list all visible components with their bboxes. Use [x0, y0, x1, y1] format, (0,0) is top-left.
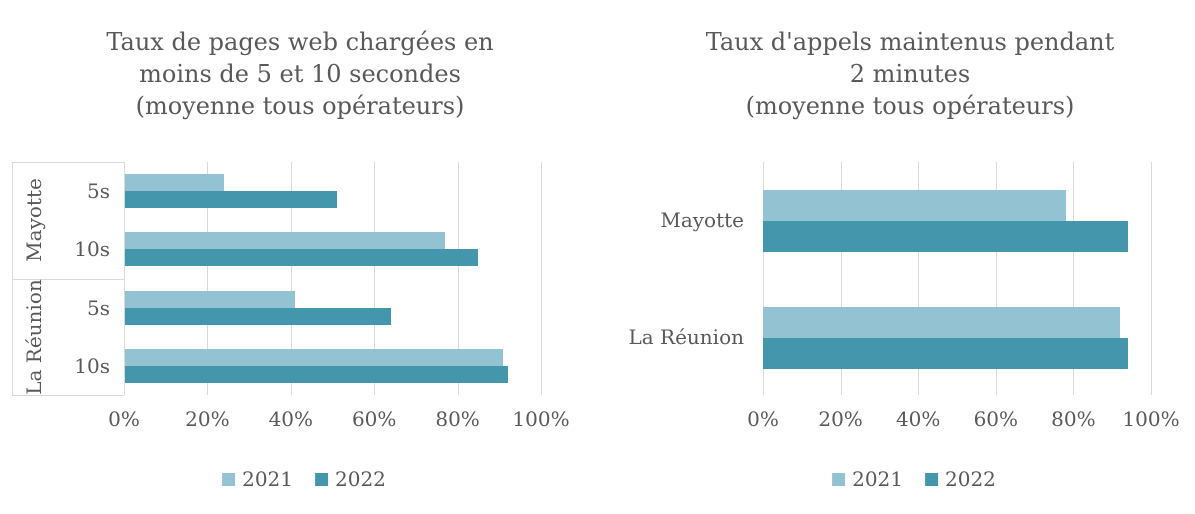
- gridline: [763, 162, 764, 395]
- sub-category-label: 5s: [87, 295, 110, 320]
- bar-2022-mayotte-10s: [124, 249, 479, 267]
- right-chart-title-line2: 2 minutes: [849, 60, 971, 88]
- legend-label-2022: 2022: [335, 467, 386, 491]
- legend-swatch-2022: [315, 472, 328, 486]
- sub-category-label: 5s: [87, 179, 110, 204]
- bar-2021-la-réunion-5s: [124, 290, 295, 308]
- bar-2021-mayotte-10s: [124, 232, 446, 250]
- gridline: [918, 162, 920, 395]
- category-axis-border: [12, 395, 124, 396]
- left-chart-title: Taux de pages web chargées en moins de 5…: [20, 26, 580, 122]
- x-tick-label: 0%: [108, 407, 140, 431]
- right-chart-title-line1: Taux d'appels maintenus pendant: [705, 28, 1115, 56]
- right-chart-title: Taux d'appels maintenus pendant 2 minute…: [630, 26, 1190, 122]
- legend-item-2021: 2021: [832, 467, 903, 491]
- x-tick-label: 60%: [973, 407, 1019, 431]
- x-tick-label: 100%: [512, 407, 570, 431]
- legend: 2021 2022: [222, 467, 386, 491]
- legend: 2021 2022: [832, 467, 996, 491]
- x-tick-label: 20%: [185, 407, 230, 431]
- x-tick-label: 40%: [895, 407, 941, 431]
- bar-2022-la-réunion-5s: [124, 307, 391, 325]
- sub-category-label: 10s: [74, 237, 110, 262]
- bar-2022-la-réunion-10s: [124, 365, 508, 383]
- legend-item-2022: 2022: [925, 467, 996, 491]
- legend-swatch-2022: [925, 472, 938, 486]
- right-chart-title-line3: (moyenne tous opérateurs): [745, 92, 1075, 120]
- legend-item-2021: 2021: [222, 467, 293, 491]
- x-tick-label: 20%: [818, 407, 863, 431]
- x-tick-label: 80%: [435, 407, 480, 431]
- category-axis-border: [12, 162, 124, 163]
- x-tick-label: 80%: [1051, 407, 1096, 431]
- gridline: [840, 162, 842, 395]
- category-label-mayotte: Mayotte: [660, 208, 744, 233]
- bar-2022-mayotte-5s: [124, 191, 337, 208]
- legend-item-2022: 2022: [315, 467, 386, 491]
- gridline: [541, 162, 542, 395]
- legend-label-2021: 2021: [852, 467, 903, 491]
- legend-swatch-2021: [832, 472, 846, 486]
- bar-2021-mayotte-5s: [124, 174, 225, 191]
- legend-label-2022: 2022: [945, 467, 996, 491]
- group-label-la-réunion: La Réunion: [22, 278, 46, 395]
- legend-label-2021: 2021: [242, 467, 293, 491]
- gridline: [1073, 162, 1075, 395]
- gridline: [374, 162, 376, 395]
- gridline: [207, 162, 209, 395]
- legend-swatch-2021: [222, 472, 236, 486]
- x-tick-label: 100%: [1122, 407, 1180, 431]
- gridline: [290, 162, 292, 395]
- gridline: [457, 162, 459, 395]
- bar-2022-mayotte: [763, 221, 1128, 252]
- category-axis-border: [12, 278, 124, 280]
- gridline: [995, 162, 997, 395]
- gridline: [1151, 162, 1152, 395]
- bar-2021-la-réunion: [763, 306, 1120, 338]
- bar-2022-la-réunion: [763, 337, 1128, 369]
- bar-2021-mayotte: [763, 190, 1066, 221]
- left-chart-title-line2: moins de 5 et 10 secondes: [139, 60, 461, 88]
- left-chart-title-line1: Taux de pages web chargées en: [106, 28, 494, 56]
- sub-category-label: 10s: [74, 353, 110, 378]
- bar-2021-la-réunion-10s: [124, 348, 504, 366]
- x-tick-label: 0%: [747, 407, 779, 431]
- x-tick-label: 60%: [351, 407, 397, 431]
- left-chart-title-line3: (moyenne tous opérateurs): [135, 92, 465, 120]
- category-label-la-réunion: La Réunion: [628, 324, 744, 349]
- x-tick-label: 40%: [268, 407, 314, 431]
- category-axis-line: [124, 162, 125, 395]
